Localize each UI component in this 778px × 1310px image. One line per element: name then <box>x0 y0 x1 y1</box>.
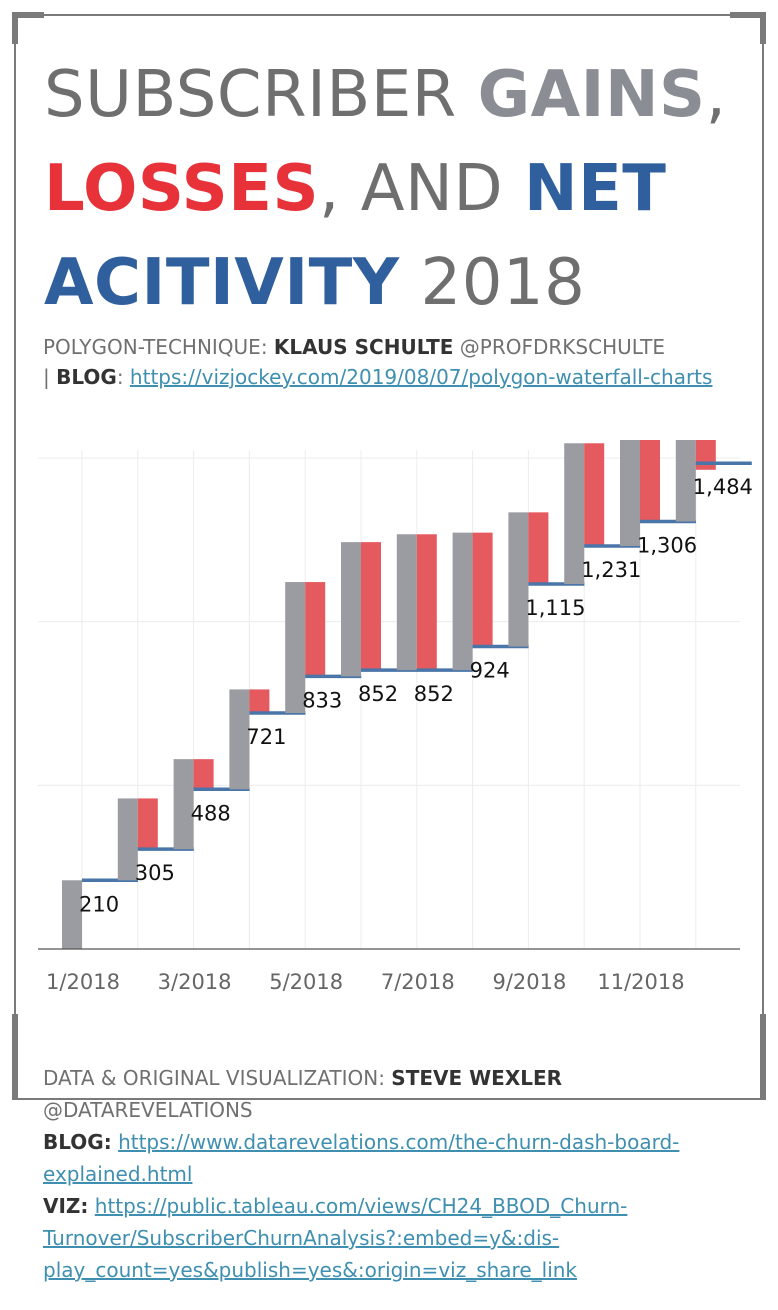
footer-block: DATA & ORIGINAL VISUALIZATION: STEVE WEX… <box>43 1062 743 1286</box>
net-label-4: 833 <box>302 688 342 712</box>
gain-bar-10 <box>620 440 640 547</box>
gain-bar-5 <box>341 542 361 677</box>
gain-bar-4 <box>285 582 306 713</box>
loss-bar-9 <box>584 443 605 547</box>
title-comma: , <box>705 58 727 132</box>
net-label-2: 488 <box>191 801 231 825</box>
chart-frame <box>14 14 764 1100</box>
frame-corner-bottom-left <box>12 1014 44 1100</box>
footer-blog-label: BLOG: <box>43 1130 112 1154</box>
x-tick-label-0: 1/2018 <box>46 970 120 994</box>
footer-blog-link[interactable]: https://www.datarevelations.com/the-chur… <box>43 1130 680 1186</box>
x-tick-label-4: 9/2018 <box>492 970 566 994</box>
net-label-1: 305 <box>135 861 175 885</box>
title-year: 2018 <box>399 246 586 320</box>
credit-handle: @PROFDRKSCHULTE <box>453 335 665 359</box>
net-label-11: 1,484 <box>693 475 753 499</box>
footer-viz-link[interactable]: https://public.tableau.com/views/CH24_BB… <box>43 1194 628 1282</box>
gain-bar-2 <box>173 759 194 850</box>
footer-viz-label: VIZ: <box>43 1194 89 1218</box>
title-activity: ACITIVITY <box>44 246 400 320</box>
credit-author: KLAUS SCHULTE <box>273 335 454 359</box>
gain-bar-11 <box>675 440 696 522</box>
footer-data-handle: @DATAREVELATIONS <box>43 1098 253 1122</box>
loss-bar-2 <box>193 759 214 790</box>
gain-bar-0 <box>62 880 82 949</box>
net-label-8: 1,115 <box>525 596 585 620</box>
frame-corner-top-left <box>12 12 44 44</box>
gain-bar-1 <box>117 798 138 881</box>
loss-bar-6 <box>416 534 437 671</box>
net-label-5: 852 <box>358 682 398 706</box>
frame-corner-top-right <box>730 12 766 44</box>
credit-prefix: POLYGON-TECHNIQUE: <box>43 335 274 359</box>
loss-bar-5 <box>361 542 381 671</box>
title-and: , AND <box>319 152 524 226</box>
x-tick-label-5: 11/2018 <box>597 970 684 994</box>
loss-bar-11 <box>695 440 716 470</box>
loss-bar-4 <box>305 582 326 677</box>
credit-blog-label: BLOG <box>56 365 117 389</box>
credit-blog-link[interactable]: https://vizjockey.com/2019/08/07/polygon… <box>129 365 713 389</box>
footer-data-author: STEVE WEXLER <box>391 1066 563 1090</box>
title-gains: GAINS <box>477 58 706 132</box>
net-label-7: 924 <box>470 659 510 683</box>
footer-data-prefix: DATA & ORIGINAL VISUALIZATION: <box>43 1066 392 1090</box>
x-tick-label-2: 5/2018 <box>269 970 343 994</box>
credit-colon: : <box>116 365 130 389</box>
loss-bar-10 <box>640 440 660 522</box>
loss-bar-8 <box>528 512 549 585</box>
gain-bar-9 <box>564 443 585 585</box>
gain-bar-6 <box>396 534 417 671</box>
net-label-0: 210 <box>79 892 119 916</box>
credit-separator: | <box>43 365 57 389</box>
net-label-6: 852 <box>414 682 454 706</box>
gain-bar-3 <box>229 689 250 790</box>
net-label-3: 721 <box>246 725 286 749</box>
frame-corner-bottom-right <box>734 1014 766 1100</box>
net-label-10: 1,306 <box>637 534 697 558</box>
gain-bar-8 <box>508 512 529 647</box>
x-tick-label-1: 3/2018 <box>158 970 232 994</box>
credit-block: POLYGON-TECHNIQUE: KLAUS SCHULTE @PROFDR… <box>43 332 743 392</box>
loss-bar-3 <box>249 689 270 713</box>
title-losses: LOSSES <box>44 152 320 226</box>
x-tick-label-3: 7/2018 <box>381 970 455 994</box>
title-subscriber: SUBSCRIBER <box>44 58 478 132</box>
gain-bar-7 <box>452 532 473 671</box>
net-label-9: 1,231 <box>581 558 641 582</box>
page-title: SUBSCRIBER GAINS, LOSSES, AND NET ACITIV… <box>44 48 744 330</box>
loss-bar-7 <box>472 532 493 647</box>
loss-bar-1 <box>137 798 158 850</box>
title-net: NET <box>524 152 667 226</box>
